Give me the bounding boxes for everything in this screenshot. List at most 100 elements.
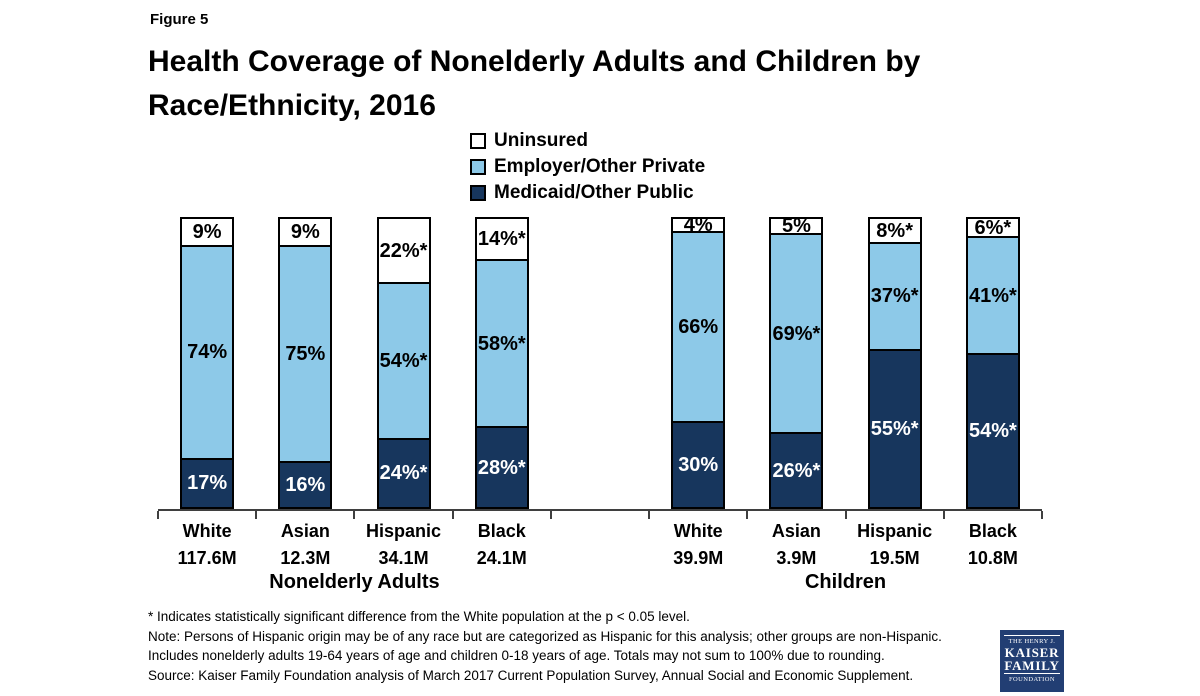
kff-logo: THE HENRY J. KAISER FAMILY FOUNDATION	[1000, 630, 1064, 692]
group-label-children: Children	[804, 571, 887, 593]
bar-segment-public: 26%*	[771, 432, 822, 507]
segment-value-label: 24%*	[379, 462, 428, 485]
category-label: Hispanic	[366, 521, 442, 541]
footnote-source: Source: Kaiser Family Foundation analysi…	[148, 667, 914, 683]
category-label: Black	[968, 521, 1017, 541]
segment-value-label: 58%*	[477, 332, 526, 355]
bar-segment-public: 55%*	[869, 348, 920, 507]
segment-value-label: 4%	[683, 213, 713, 236]
bar-segment-uninsured: 5%	[771, 216, 822, 236]
population-label: 12.3M	[280, 548, 331, 568]
axis-tick	[549, 511, 552, 519]
category-slot-white: White 39.9M	[649, 518, 747, 572]
segment-value-label: 9%	[192, 220, 222, 243]
population-label: 10.8M	[967, 548, 1018, 568]
bar-segment-private: 75%	[280, 244, 331, 461]
category-slot-black: Black 10.8M	[944, 518, 1042, 572]
category-label: Black	[477, 521, 526, 541]
bar-segment-private: 54%*	[378, 282, 429, 438]
axis-tick	[844, 511, 847, 519]
segment-value-label: 54%*	[379, 350, 428, 373]
bar-slot-hispanic: 22%* 54%* 24%*	[354, 217, 452, 509]
title-line-2: Race/Ethnicity, 2016	[148, 89, 436, 122]
logo-line-foundation: FOUNDATION	[1009, 676, 1055, 683]
segment-value-label: 30%	[678, 453, 719, 476]
bar-slot-black: 6%* 41%* 54%*	[944, 217, 1042, 509]
population-label: 24.1M	[476, 548, 527, 568]
segment-value-label: 55%*	[870, 417, 919, 440]
x-axis	[157, 509, 1043, 519]
axis-tick	[746, 511, 749, 519]
bar-segment-uninsured: 22%*	[378, 219, 429, 283]
group-label-row: Nonelderly Adults Children	[158, 571, 1042, 594]
axis-tick	[648, 511, 651, 519]
axis-tick	[157, 511, 159, 519]
bar-segment-private: 66%	[673, 230, 724, 421]
population-label: 3.9M	[776, 548, 817, 568]
footnote-significance: * Indicates statistically significant di…	[148, 609, 690, 624]
bar-slot-black: 14%* 58%* 28%*	[453, 217, 551, 509]
stacked-bar-asian: 5% 69%* 26%*	[769, 216, 824, 509]
bar-segment-private: 69%*	[771, 233, 822, 433]
bar-segment-private: 41%*	[967, 236, 1018, 353]
bar-segment-uninsured: 6%*	[967, 216, 1018, 239]
population-label: 19.5M	[869, 548, 920, 568]
bar-segment-private: 58%*	[476, 259, 527, 427]
population-label: 39.9M	[673, 548, 724, 568]
stacked-bar-hispanic: 22%* 54%* 24%*	[376, 217, 431, 509]
footnote-note-line-2: Includes nonelderly adults 19-64 years o…	[148, 648, 885, 663]
category-slot-hispanic: Hispanic 19.5M	[846, 518, 944, 572]
category-slot-asian: Asian 12.3M	[256, 518, 354, 572]
axis-tick	[353, 511, 356, 519]
population-label: 117.6M	[177, 548, 237, 568]
legend-label-private: Employer/Other Private	[494, 156, 706, 177]
segment-value-label: 75%	[285, 342, 326, 365]
bar-segment-uninsured: 14%*	[476, 219, 527, 260]
footnotes: * Indicates statistically significant di…	[148, 607, 998, 685]
bar-segment-public: 30%	[673, 420, 724, 507]
segment-value-label: 41%*	[968, 284, 1017, 307]
category-label: White	[182, 521, 232, 541]
legend-item-private: Employer/Other Private	[470, 154, 705, 180]
bar-slot-asian: 9% 75% 16%	[256, 217, 354, 509]
legend-label-public: Medicaid/Other Public	[494, 182, 694, 203]
bar-segment-public: 28%*	[476, 426, 527, 507]
title-line-1: Health Coverage of Nonelderly Adults and…	[148, 45, 921, 78]
plot: 9% 74% 17% 9% 75% 16% 22%* 54%* 24%* 14%* 58%* 28%*…	[158, 215, 1042, 509]
segment-value-label: 37%*	[870, 285, 919, 308]
bar-segment-uninsured: 9%	[182, 219, 233, 245]
axis-tick	[451, 511, 454, 519]
segment-value-label: 74%	[187, 341, 228, 364]
stacked-bar-black: 6%* 41%* 54%*	[965, 216, 1020, 509]
legend: Uninsured Employer/Other Private Medicaid/…	[470, 128, 705, 206]
chart-title: Health Coverage of Nonelderly Adults and…	[148, 40, 1108, 128]
logo-line-family: FAMILY	[1004, 658, 1060, 673]
category-slot-white: White 117.6M	[158, 518, 256, 572]
bar-segment-private: 74%	[182, 244, 233, 459]
segment-value-label: 22%*	[379, 239, 428, 262]
logo-rule-bottom	[1004, 673, 1060, 674]
category-slot-black: Black 24.1M	[453, 518, 551, 572]
figure-label: Figure 5	[150, 11, 209, 28]
category-slot-hispanic: Hispanic 34.1M	[354, 518, 452, 572]
legend-swatch-public	[470, 185, 486, 201]
segment-value-label: 8%*	[876, 219, 913, 242]
category-label: White	[673, 521, 723, 541]
bar-segment-uninsured: 8%*	[869, 219, 920, 243]
bar-segment-uninsured: 4%	[673, 215, 724, 235]
legend-swatch-private	[470, 159, 486, 175]
logo-line-kaiser: KAISER	[1004, 645, 1060, 660]
segment-value-label: 6%*	[974, 216, 1012, 239]
category-row: White 117.6M Asian 12.3M Hispanic 34.1M Black 2…	[158, 518, 1042, 572]
legend-label-uninsured: Uninsured	[494, 130, 588, 151]
category-label: Asian	[771, 521, 821, 541]
segment-value-label: 16%	[285, 473, 326, 496]
segment-value-label: 54%*	[968, 419, 1017, 442]
logo-line-henry: THE HENRY J.	[1008, 638, 1056, 645]
stacked-bar-white: 4% 66% 30%	[671, 215, 726, 509]
bar-segment-public: 24%*	[378, 437, 429, 507]
bar-slot-hispanic: 8%* 37%* 55%*	[846, 217, 944, 509]
category-slot-asian: Asian 3.9M	[747, 518, 845, 572]
segment-value-label: 17%	[187, 472, 228, 495]
